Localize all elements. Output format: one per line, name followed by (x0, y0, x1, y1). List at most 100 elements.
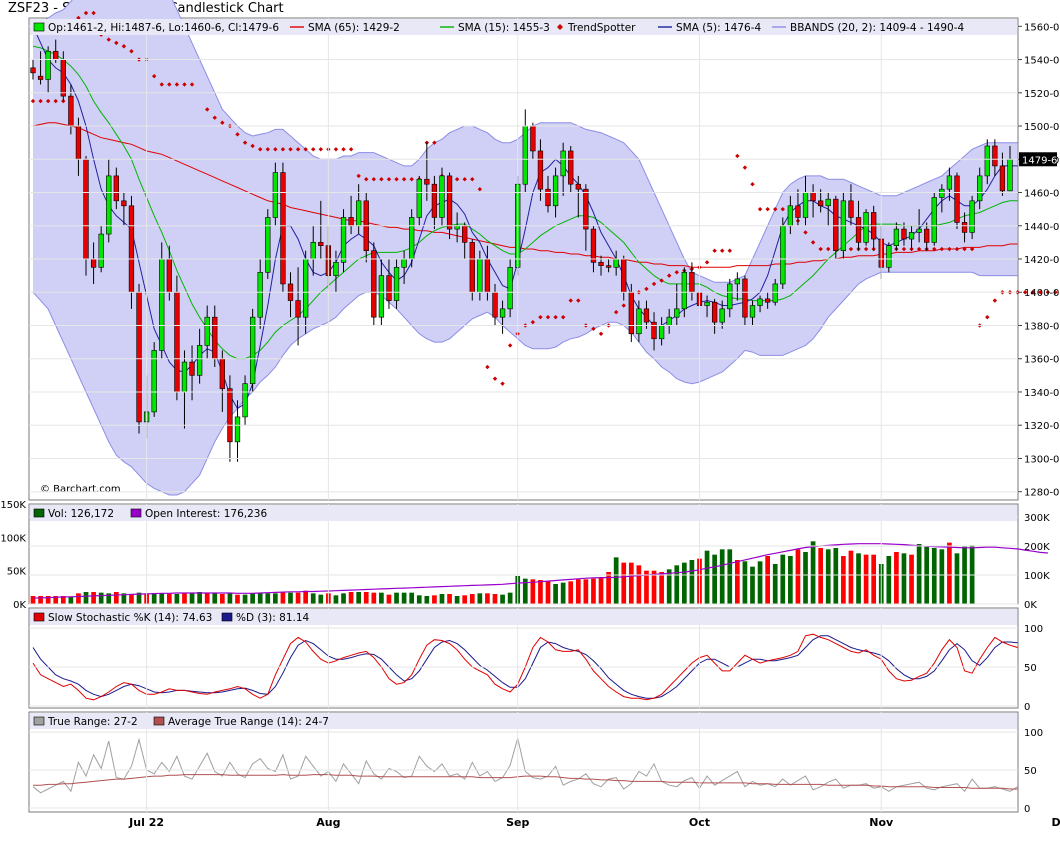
volume-bar (568, 581, 574, 604)
volume-bar (666, 569, 672, 604)
candle-body (636, 308, 642, 335)
volume-bar (424, 596, 430, 604)
volume-bar (613, 557, 619, 604)
volume-bar (742, 561, 748, 604)
candle-body (855, 217, 862, 243)
candle-body (356, 200, 362, 227)
volume-bar (227, 592, 233, 604)
candle-body (446, 175, 453, 230)
stoch-tick-label: 100 (1024, 624, 1043, 635)
legend-swatch (130, 508, 142, 518)
volume-bar (659, 572, 664, 604)
legend-swatch (153, 716, 165, 726)
legends.price-strip (30, 19, 1017, 35)
candle-body (371, 250, 377, 318)
trendspotter-dot (477, 186, 483, 192)
x-tick-label: Aug (316, 816, 340, 829)
volume-bar (280, 592, 286, 604)
candle-body (212, 316, 218, 360)
candle-body (113, 175, 119, 202)
x-tick-label: Jul 22 (128, 816, 164, 829)
candle-body (219, 358, 225, 389)
trendspotter-dot (651, 281, 657, 287)
last-price-label: 1479-6 (1022, 155, 1057, 166)
legends.tr-strip (30, 713, 1017, 729)
volume-bar (38, 596, 43, 604)
candle-body (568, 150, 574, 185)
trendspotter-dot (83, 10, 89, 16)
candle-body (727, 283, 733, 310)
volume-bar (712, 554, 717, 604)
trendspotter-dot (53, 98, 58, 104)
candle-body (734, 278, 740, 285)
volume-right-tick: 100K (1024, 571, 1050, 582)
legend-label: Average True Range (14): 24-7 (168, 716, 329, 728)
trendspotter-dot (947, 246, 952, 252)
trendspotter-dot (280, 147, 286, 152)
candle-body (946, 175, 953, 190)
volume-bar (886, 556, 892, 604)
price-tick-label: 1400-0 (1024, 288, 1059, 299)
candle-body (257, 271, 263, 318)
legend-label: Slow Stochastic %K (14): 74.63 (48, 612, 212, 624)
legend-swatch (557, 24, 563, 30)
sma15-line (32, 45, 1018, 360)
trendspotter-dot (916, 246, 922, 252)
stoch-d-line (32, 635, 1018, 699)
volume-bar (507, 592, 513, 604)
candle-body (227, 388, 233, 443)
volume-bar (204, 593, 210, 604)
volume-bar (909, 554, 914, 604)
price-tick-label: 1500-0 (1024, 122, 1059, 133)
trendspotter-dot (826, 246, 831, 252)
volume-bar (401, 592, 407, 604)
candle-body (969, 200, 975, 233)
x-tick-label: Dec (1051, 816, 1060, 829)
legend-label: Op:1461-2, Hi:1487-6, Lo:1460-6, Cl:1479… (48, 22, 279, 34)
candle-body (37, 75, 44, 80)
trendspotter-dot (848, 246, 854, 252)
trendspotter-dot (1038, 290, 1043, 295)
volume-bar (765, 556, 770, 604)
trendspotter-dot (220, 120, 225, 125)
bollinger-lower-line (32, 271, 1018, 496)
volume-bar (545, 581, 551, 604)
trendspotter-dot (507, 343, 513, 348)
trendspotter-dot (212, 115, 217, 120)
volume-bar (113, 592, 119, 604)
trendspotter-dot (295, 147, 301, 152)
candle-body (908, 232, 915, 240)
trendspotter-dot (394, 177, 399, 182)
candle-body (401, 258, 407, 268)
candle-body (999, 165, 1006, 192)
candle-body (977, 175, 983, 202)
candle-body (310, 242, 316, 260)
candle-body (605, 265, 612, 268)
tr-tick-label: 0 (1024, 804, 1030, 815)
volume-bar (416, 595, 422, 604)
trendspotter-dot (969, 246, 975, 252)
volume-bar (257, 592, 263, 604)
trendspotter-dot (750, 182, 755, 187)
volume-bar (174, 594, 180, 604)
stoch-tick-label: 50 (1024, 663, 1037, 674)
trendspotter-dot (932, 246, 937, 252)
trendspotter-dot (61, 98, 66, 104)
candle-body (916, 228, 922, 233)
trendspotter-dot (901, 246, 907, 252)
candle-body (924, 228, 930, 243)
candle-body (45, 50, 51, 80)
candle-body (318, 242, 324, 247)
candle-body (992, 145, 998, 167)
trendspotter-dot (704, 260, 710, 265)
volume-bar (575, 579, 581, 604)
trendspotter-dot (538, 314, 543, 320)
candle-body (643, 308, 650, 323)
trendspotter-dot (803, 230, 808, 235)
volume-bar (83, 592, 89, 604)
volume-bar (197, 592, 202, 604)
volume-bar (931, 548, 937, 604)
candle-body (492, 291, 498, 318)
volume-bar (166, 593, 172, 604)
candle-body (522, 125, 528, 185)
